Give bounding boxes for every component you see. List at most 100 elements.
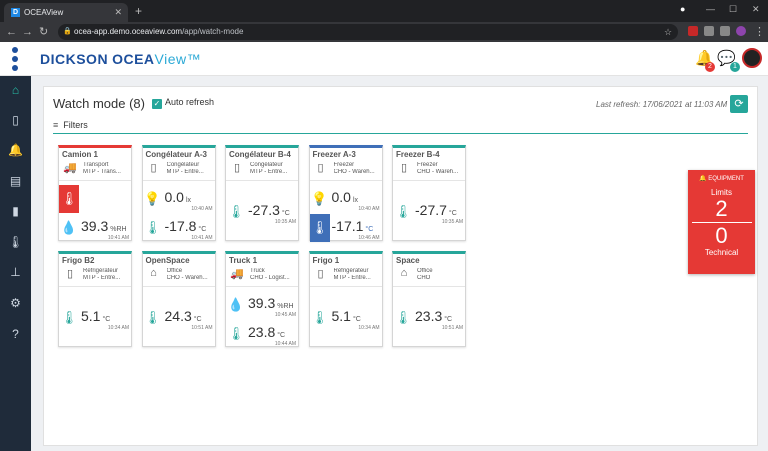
card-type: Réfrigérateur (333, 268, 369, 274)
device-card[interactable]: Space ⌂ Office CHO 🌡 23.3 °C 10:51 AM (392, 251, 466, 347)
measure-unit: °C (102, 316, 111, 323)
browser-tab[interactable]: D OCEAView ✕ (4, 3, 128, 22)
profile-avatar-icon[interactable] (736, 26, 746, 36)
measure-value: -27.3 (248, 202, 280, 218)
card-divider (393, 286, 465, 287)
device-card[interactable]: Freezer A-3 ▯ Freezer CHO - Wareh... 💡 0.0 lx 1… (308, 145, 383, 242)
measure-value: -27.7 (415, 202, 447, 218)
auto-refresh-checkbox[interactable]: ✓ Auto refresh (152, 97, 214, 109)
measure-value: 39.3 (81, 218, 109, 234)
fridge-icon: ▯ (66, 268, 74, 280)
product-name-b: View™ (154, 51, 202, 67)
measure-value: -17.8 (164, 218, 197, 234)
sidebar-home-icon[interactable]: ⌂ (11, 83, 20, 97)
device-card[interactable]: Truck 1 🚚 Truck CHO - Logist... 💧 39.3 %RH 10:4… (225, 251, 299, 347)
minimize-icon[interactable]: — (706, 4, 715, 14)
card-name: Congélateur A-3 (145, 150, 208, 159)
fridge-icon: ▯ (317, 162, 324, 174)
profile-icon[interactable]: ● (680, 4, 686, 14)
card-name: Freezer A-3 (312, 150, 356, 159)
device-card[interactable]: OpenSpace ⌂ Office CHO - Wareh... 🌡 24.3 °C 10:… (141, 251, 216, 347)
card-divider (309, 286, 382, 287)
avatar[interactable] (742, 48, 762, 68)
card-type: Freezer (333, 162, 355, 168)
measurement: 🌡 5.1 °C 10:34 AM (310, 304, 382, 332)
measure-time: 10:40 AM (191, 206, 213, 212)
card-divider (59, 180, 131, 181)
measure-time: 10:41 AM (107, 235, 129, 241)
url-input[interactable]: 🔒 ocea-app.demo.oceaview.com/app/watch-m… (58, 24, 678, 40)
card-name: Truck 1 (229, 256, 258, 265)
equipment-title: EQUIPMENT (708, 176, 744, 182)
humidity-icon: 💧 (60, 220, 78, 235)
sidebar-sensor-icon[interactable]: ▮ (12, 204, 19, 218)
card-type: Congélateur (166, 162, 200, 168)
forward-icon[interactable]: → (22, 26, 33, 38)
sidebar-device-icon[interactable]: ▯ (12, 113, 19, 127)
extension-icon[interactable] (688, 26, 698, 36)
thermometer-icon: 🌡 (60, 310, 78, 325)
fridge-icon: ▯ (233, 162, 241, 174)
card-location: MTP - Entre... (83, 275, 121, 281)
measurement: 🌡 23.8 °C 10:43 AM (59, 185, 131, 213)
measure-time: 10:34 AM (358, 325, 380, 331)
measure-value: 23.8 (248, 324, 276, 340)
new-tab-icon[interactable]: + (135, 4, 143, 18)
sidebar-help-icon[interactable]: ? (12, 327, 19, 341)
device-card[interactable]: Congélateur A-3 ▯ Congélateur MTP - Entre..… (141, 145, 216, 241)
measurement: 💡 0.0 lx 10:40 AM (310, 185, 382, 213)
card-type: Freezer (417, 162, 438, 168)
card-type: Office (417, 268, 433, 274)
maximize-icon[interactable]: ☐ (729, 4, 738, 14)
sidebar-alarm-icon[interactable]: 🔔 (8, 143, 23, 157)
sidebar-report-icon[interactable]: ▤ (9, 174, 22, 188)
measure-time: 10:44 AM (274, 341, 296, 347)
sidebar-thermometer-icon[interactable]: 🌡 (7, 235, 24, 249)
truck-icon: 🚚 (63, 162, 77, 174)
device-card[interactable]: Camion 1 🚚 Transport MTP - Trans... 🌡 23.8 °C 1… (58, 145, 132, 241)
measure-time: 10:43 AM (107, 206, 129, 212)
measurement: 🌡 23.8 °C 10:44 AM (226, 320, 298, 348)
measurement: 💧 39.3 %RH 10:45 AM (226, 291, 298, 319)
reload-icon[interactable]: ↻ (39, 26, 49, 38)
measure-value: 0.0 (331, 189, 351, 205)
brand-name: DICKSON (40, 51, 109, 67)
sidebar-settings-icon[interactable]: ⚙ (10, 296, 21, 310)
page-title: Watch mode (8) (53, 96, 145, 111)
close-window-icon[interactable]: ✕ (752, 4, 760, 14)
refresh-button[interactable]: ⟳ (730, 95, 748, 113)
measure-unit: °C (277, 332, 286, 339)
card-type: Réfrigérateur (83, 268, 119, 274)
equipment-alarm-panel[interactable]: 🔔 EQUIPMENT Limits 2 0 Technical (688, 170, 755, 274)
browser-tab-bar: D OCEAView ✕ + ● — ☐ ✕ (0, 0, 768, 22)
url-path: /app/watch-mode (182, 27, 244, 36)
extension-icon[interactable] (720, 26, 730, 36)
extension-icon[interactable] (704, 26, 714, 36)
device-card[interactable]: Frigo B2 ▯ Réfrigérateur MTP - Entre... 🌡 5.1… (58, 251, 132, 347)
card-name: Space (396, 256, 420, 265)
measure-unit: °C (448, 210, 457, 217)
measurement: 🌡 24.3 °C 10:51 AM (143, 304, 215, 332)
measurement: 🌡 -27.7 °C 10:35 AM (393, 198, 465, 226)
thermometer-icon: 🌡 (227, 204, 245, 219)
app-menu-icon[interactable] (12, 47, 18, 74)
filters-divider (53, 133, 748, 134)
close-tab-icon[interactable]: ✕ (114, 7, 122, 17)
card-location: CHO - Wareh... (417, 169, 459, 175)
filters-toggle[interactable]: ≡ Filters (53, 120, 88, 130)
bookmark-star-icon[interactable]: ☆ (664, 27, 673, 37)
sidebar-gateway-icon[interactable]: ⊥ (10, 265, 21, 279)
device-card[interactable]: Freezer B-4 ▯ Freezer CHO - Wareh... 🌡 -27.7 °… (392, 145, 466, 241)
back-icon[interactable]: ← (6, 26, 17, 38)
device-card[interactable]: Congélateur B-4 ▯ Congélateur MTP - Entre..… (225, 145, 299, 241)
device-card[interactable]: Frigo 1 ▯ Réfrigérateur MTP - Entre... 🌡 5.1 °… (308, 251, 383, 347)
measure-unit: °C (193, 316, 202, 323)
measure-time: 10:51 AM (441, 325, 463, 331)
browser-menu-icon[interactable]: ⋮ (754, 26, 765, 38)
card-divider (393, 180, 465, 181)
measure-unit: lx (185, 197, 192, 204)
home-icon: ⌂ (150, 267, 157, 279)
card-divider (309, 180, 382, 181)
measure-time: 10:35 AM (441, 219, 463, 225)
card-location: CHO - Logist... (250, 275, 290, 281)
